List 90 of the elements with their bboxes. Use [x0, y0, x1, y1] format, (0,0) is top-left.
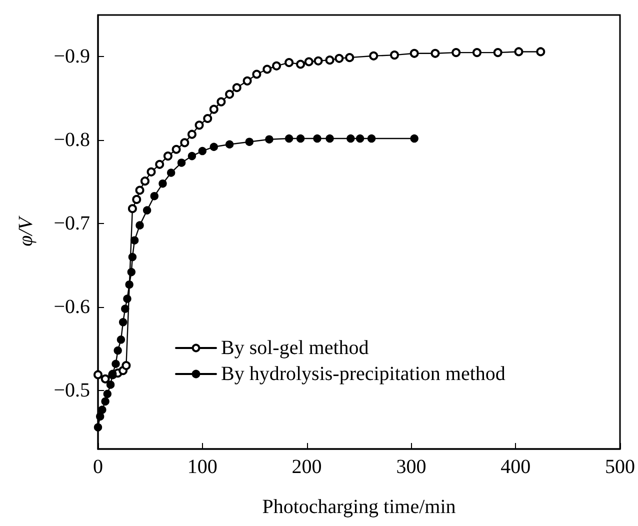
- x-tick-label: 300: [396, 456, 426, 478]
- point: [142, 206, 152, 214]
- point: [146, 167, 156, 176]
- point: [150, 192, 158, 200]
- point: [262, 64, 272, 74]
- point: [198, 146, 206, 156]
- point: [140, 176, 150, 186]
- point: [101, 397, 110, 406]
- point: [296, 60, 306, 69]
- x-tick-label: 200: [292, 456, 322, 478]
- point: [130, 236, 139, 244]
- point: [493, 48, 502, 58]
- point: [313, 134, 322, 143]
- x-tick-label: 500: [605, 456, 635, 478]
- point: [118, 318, 128, 326]
- point: [242, 76, 252, 86]
- point: [536, 47, 546, 56]
- point: [96, 412, 104, 421]
- point: [284, 58, 294, 68]
- point: [232, 83, 242, 92]
- y-axis-title: φ/V: [15, 214, 37, 246]
- point: [114, 346, 122, 355]
- point: [272, 61, 282, 70]
- point: [177, 158, 186, 167]
- point: [112, 360, 120, 368]
- point: [123, 294, 132, 303]
- point: [103, 390, 112, 398]
- point: [452, 48, 461, 58]
- point: [122, 361, 131, 370]
- point: [166, 168, 176, 177]
- point: [121, 304, 130, 313]
- point: [326, 134, 334, 143]
- point: [135, 186, 144, 195]
- point: [106, 380, 115, 389]
- point: [210, 142, 218, 151]
- point: [346, 134, 355, 143]
- point: [296, 134, 305, 143]
- point: [203, 114, 212, 123]
- x-tick-label: 0: [93, 456, 103, 478]
- point: [209, 104, 218, 114]
- y-tick-label: −0.5: [54, 380, 90, 402]
- y-tick-label: −0.8: [54, 129, 90, 152]
- point: [125, 280, 134, 289]
- point: [252, 70, 262, 79]
- point: [225, 140, 234, 148]
- x-axis-title: Photocharging time/min: [262, 496, 456, 518]
- point: [304, 57, 314, 66]
- x-tick-label: 100: [187, 456, 218, 478]
- x-tick-label: 400: [500, 456, 531, 478]
- point: [410, 134, 418, 143]
- point: [367, 134, 376, 143]
- point: [94, 370, 102, 380]
- legend-label: By sol-gel method: [221, 337, 369, 359]
- point: [410, 48, 419, 58]
- y-tick-label: −0.6: [54, 296, 90, 318]
- point: [390, 50, 399, 60]
- point: [514, 47, 524, 56]
- point: [314, 56, 323, 66]
- point: [265, 135, 274, 144]
- point: [94, 423, 102, 432]
- point: [128, 204, 137, 214]
- point: [194, 120, 204, 130]
- point: [369, 51, 378, 60]
- point: [188, 152, 196, 160]
- point: [356, 134, 364, 143]
- point: [163, 152, 172, 161]
- point: [100, 374, 110, 384]
- y-tick-label: −0.9: [54, 46, 90, 68]
- point: [180, 138, 190, 148]
- point: [245, 138, 254, 146]
- point: [172, 144, 181, 154]
- point: [334, 54, 344, 63]
- y-tick-label: −0.7: [54, 212, 90, 235]
- point: [98, 406, 106, 414]
- point: [187, 130, 196, 139]
- point: [325, 56, 334, 65]
- point: [116, 336, 126, 344]
- point: [136, 221, 144, 230]
- point: [284, 134, 294, 143]
- point: [132, 194, 142, 204]
- point: [128, 252, 137, 262]
- point: [472, 48, 482, 58]
- point: [158, 179, 167, 188]
- legend-label: By hydrolysis-precipitation method: [221, 363, 506, 385]
- point: [216, 97, 226, 106]
- point: [155, 160, 164, 169]
- point: [127, 268, 136, 276]
- point: [430, 48, 440, 58]
- point: [345, 53, 354, 62]
- point: [225, 90, 234, 99]
